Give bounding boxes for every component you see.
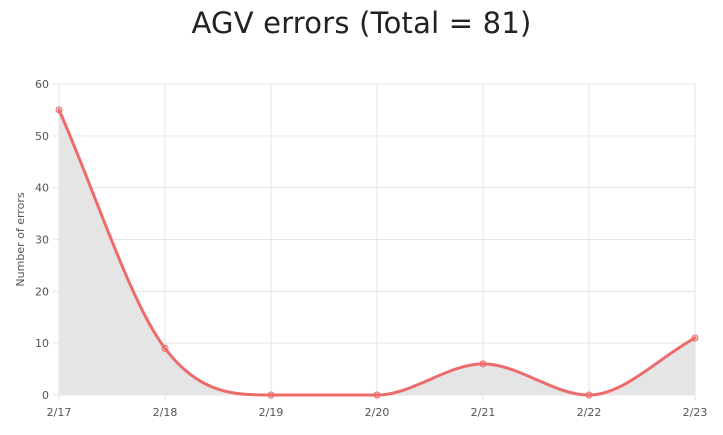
y-tick-label: 20 [35, 285, 49, 298]
x-tick-label: 2/18 [153, 406, 178, 419]
y-tick-label: 0 [42, 389, 49, 402]
y-axis-title: Number of errors [14, 192, 27, 286]
data-point[interactable] [479, 360, 487, 368]
x-tick-label: 2/20 [365, 406, 390, 419]
y-tick-label: 30 [35, 234, 49, 247]
data-point[interactable] [691, 334, 699, 342]
point-layer [55, 106, 699, 399]
series-line [57, 108, 697, 397]
chart-title: AGV errors (Total = 81) [191, 6, 532, 40]
x-tick-label: 2/19 [259, 406, 284, 419]
y-tick-label: 60 [35, 78, 49, 91]
x-tick-label: 2/21 [471, 406, 496, 419]
area-layer [59, 109, 695, 396]
x-tick-label: 2/17 [47, 406, 72, 419]
y-tick-label: 50 [35, 130, 49, 143]
data-point[interactable] [585, 391, 593, 399]
label-layer: 0 10 20 30 40 50 60 2/17 2/18 2/19 2/20 2/21 2/22 2/2… [14, 78, 707, 419]
x-tick-label: 2/23 [683, 406, 708, 419]
y-tick-label: 40 [35, 182, 49, 195]
area-fill [59, 109, 695, 396]
x-tick-label: 2/22 [577, 406, 602, 419]
data-point[interactable] [161, 344, 169, 352]
data-point[interactable] [373, 391, 381, 399]
y-tick-label: 10 [35, 337, 49, 350]
data-point[interactable] [267, 391, 275, 399]
data-point[interactable] [55, 106, 63, 114]
line-layer [57, 108, 697, 397]
